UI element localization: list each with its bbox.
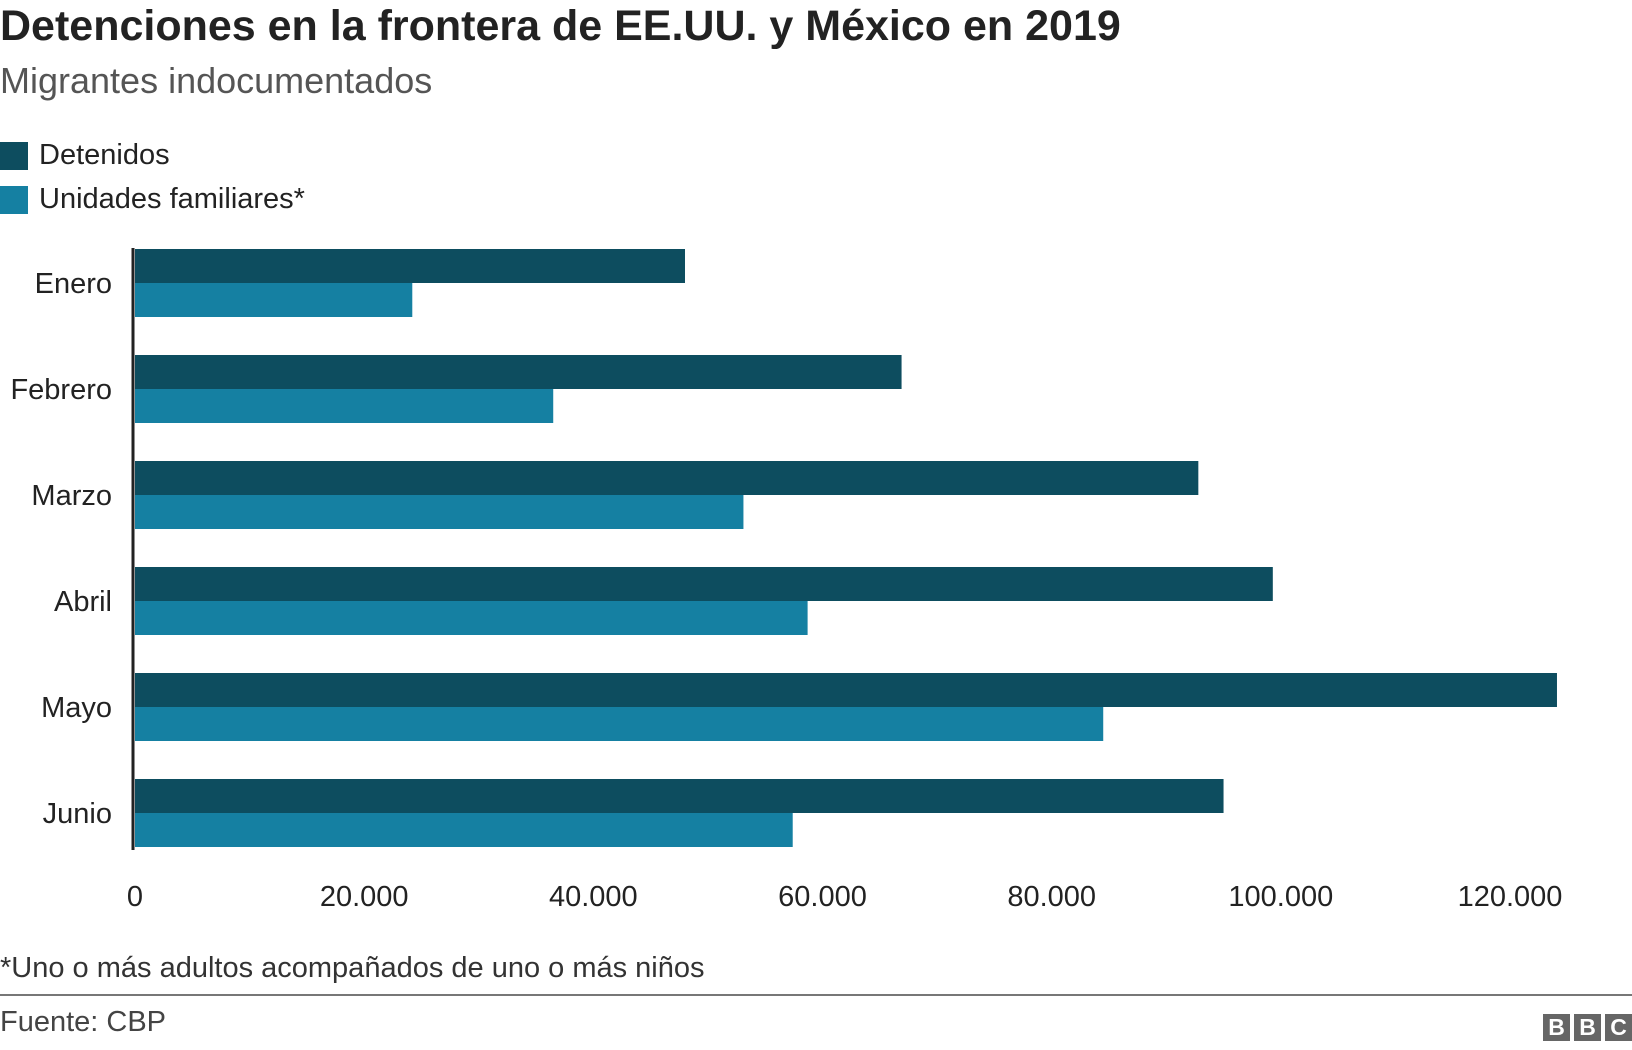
- bar-detenidos-abril: [135, 567, 1273, 601]
- divider: [0, 994, 1632, 996]
- source: Fuente: CBP: [0, 1006, 167, 1038]
- category-label: Marzo: [31, 480, 112, 512]
- category-label: Mayo: [41, 692, 112, 724]
- bar-unidades-marzo: [135, 495, 744, 529]
- bar-detenidos-mayo: [135, 673, 1557, 707]
- bar-unidades-junio: [135, 813, 793, 847]
- bar-detenidos-enero: [135, 249, 685, 283]
- x-tick-label: 20.000: [320, 881, 409, 913]
- category-label: Junio: [43, 798, 112, 830]
- legend-item-detenidos: Detenidos: [0, 139, 170, 172]
- x-tick-label: 40.000: [549, 881, 638, 913]
- logo-letter: B: [1543, 1014, 1570, 1041]
- legend-item-unidades: Unidades familiares*: [0, 183, 305, 216]
- legend-swatch-unidades: [0, 185, 28, 214]
- bbc-logo: B B C: [1543, 1014, 1632, 1041]
- x-tick-label: 100.000: [1228, 881, 1333, 913]
- x-tick-label: 0: [127, 881, 143, 913]
- category-label: Abril: [54, 586, 112, 618]
- legend-swatch-detenidos: [0, 141, 28, 170]
- bar-detenidos-junio: [135, 779, 1224, 813]
- bar-detenidos-marzo: [135, 461, 1199, 495]
- bar-unidades-enero: [135, 283, 413, 317]
- x-tick-label: 80.000: [1007, 881, 1096, 913]
- logo-letter: B: [1574, 1014, 1601, 1041]
- bar-detenidos-febrero: [135, 355, 902, 389]
- legend-label: Detenidos: [39, 139, 170, 171]
- bar-unidades-abril: [135, 601, 808, 635]
- footnote: *Uno o más adultos acompañados de uno o …: [0, 952, 705, 984]
- x-tick-label: 60.000: [778, 881, 867, 913]
- chart-title: Detenciones en la frontera de EE.UU. y M…: [0, 2, 1121, 50]
- bar-unidades-mayo: [135, 707, 1104, 741]
- legend-label: Unidades familiares*: [39, 183, 305, 215]
- bar-chart: Enero Febrero Marzo Abril Mayo Junio 0 20.000 40…: [10, 248, 1563, 913]
- bar-unidades-febrero: [135, 389, 554, 423]
- chart-subtitle: Migrantes indocumentados: [0, 60, 433, 101]
- x-tick-label: 120.000: [1458, 881, 1563, 913]
- category-label: Febrero: [10, 374, 112, 406]
- logo-letter: C: [1605, 1014, 1632, 1041]
- category-label: Enero: [35, 268, 112, 300]
